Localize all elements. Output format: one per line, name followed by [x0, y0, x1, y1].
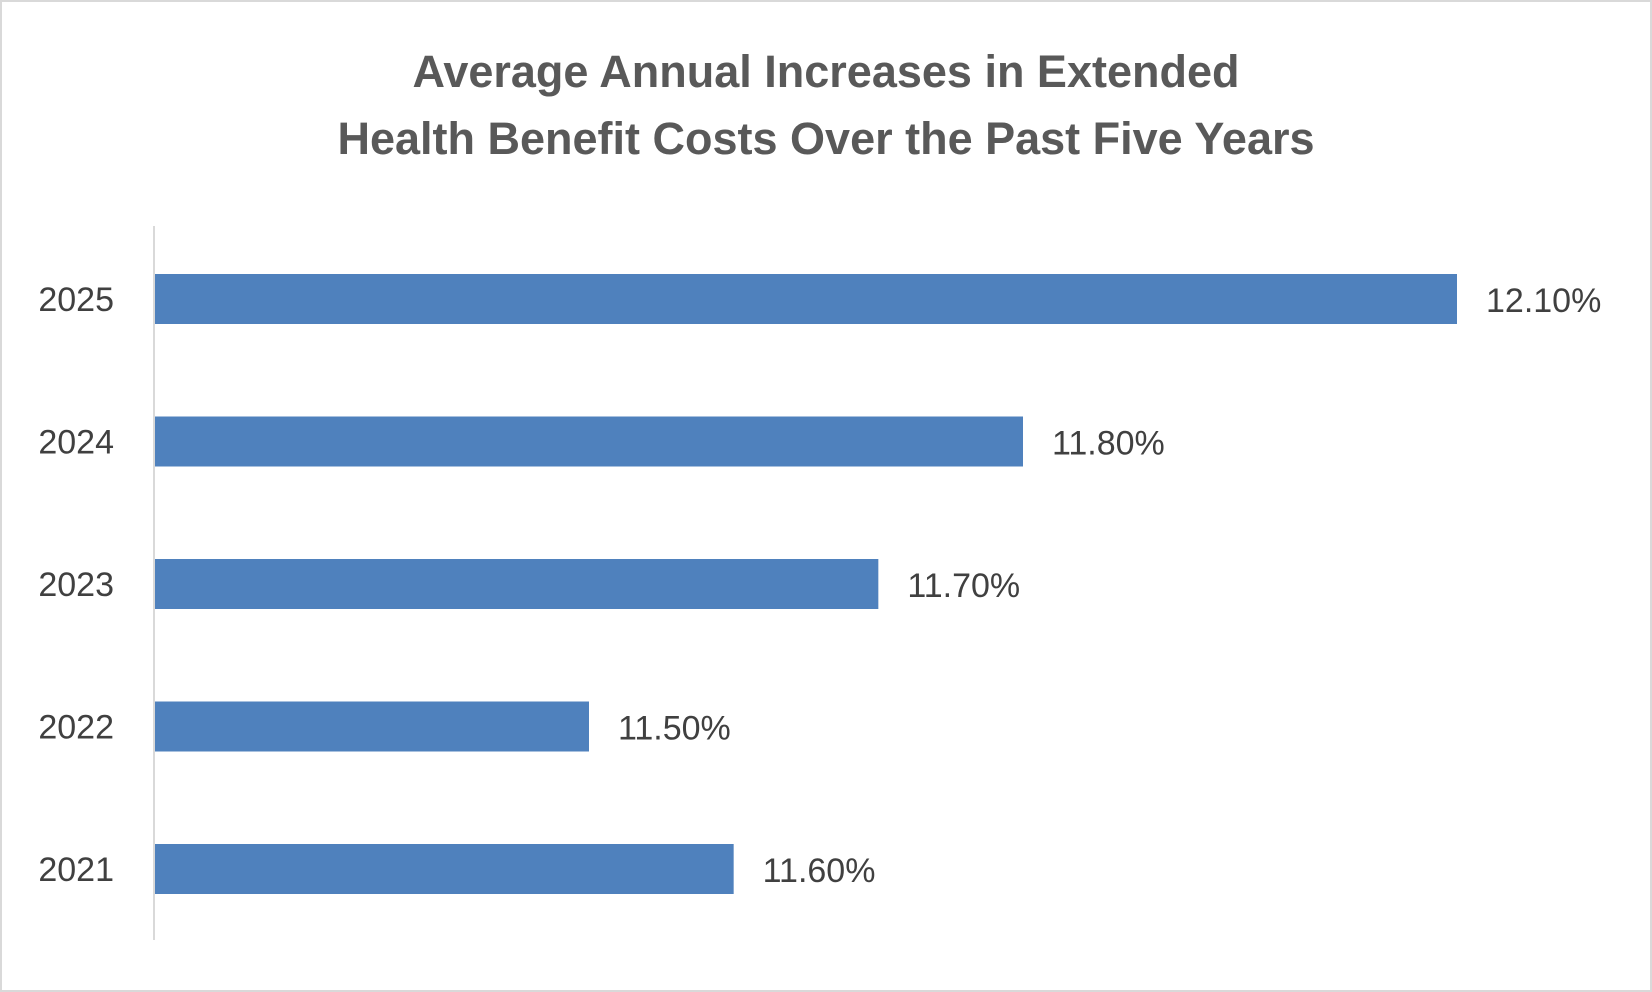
data-label-2024: 11.80% [1052, 425, 1165, 463]
bar-2023 [155, 559, 879, 609]
data-label-2021: 11.60% [763, 852, 876, 890]
category-label-2022: 2022 [38, 709, 114, 747]
chart-title-line-1: Average Annual Increases in Extended [412, 46, 1240, 97]
bar-2024 [155, 416, 1023, 467]
bar-2022 [155, 701, 589, 752]
category-label-2024: 2024 [38, 424, 114, 462]
category-label-2025: 2025 [38, 281, 114, 319]
chart-title: Average Annual Increases in Extended Hea… [0, 38, 1652, 172]
bar-2021 [155, 844, 734, 894]
plot-area: 2025 12.10% 2024 11.80% 2023 11.70% 2022 11.50%… [38, 226, 1601, 940]
chart-title-line-2: Health Benefit Costs Over the Past Five … [337, 113, 1315, 164]
category-label-2021: 2021 [38, 851, 114, 889]
data-label-2025: 12.10% [1486, 282, 1601, 320]
data-label-2023: 11.70% [907, 567, 1020, 605]
category-label-2023: 2023 [38, 566, 114, 604]
bar-2025 [155, 274, 1457, 324]
data-label-2022: 11.50% [618, 710, 731, 748]
